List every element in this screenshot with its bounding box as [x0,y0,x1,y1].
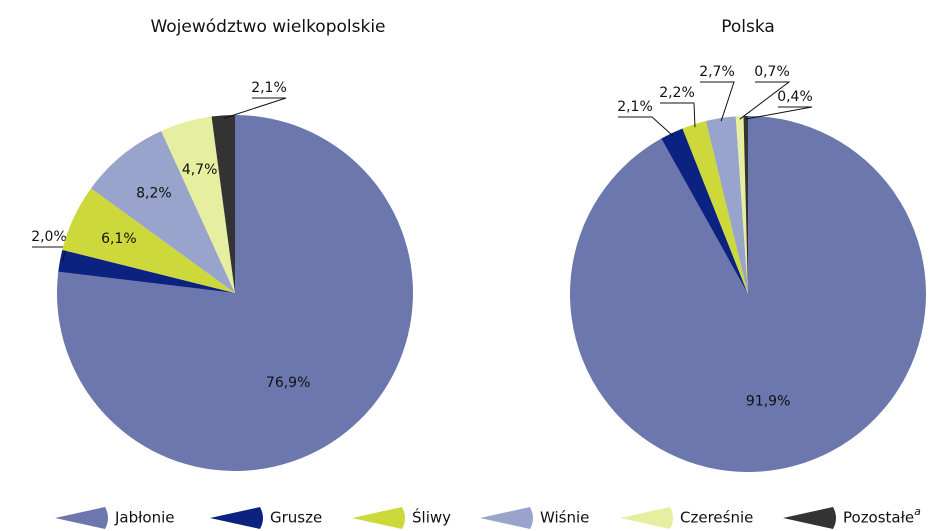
pie-slice [682,121,748,294]
data-label: 6,1% [101,231,137,247]
legend-swatch [783,507,836,529]
leader-line [739,81,791,120]
legend-label: Czereśnie [680,509,753,527]
legend-label: Jabłonie [114,509,174,527]
pie-slice [56,115,414,471]
data-label: 2,7% [699,64,735,80]
data-label: 76,9% [266,375,310,391]
legend-label: Pozostałea [843,505,921,527]
pie-slice [90,131,236,293]
legend-swatch [480,507,533,529]
data-label: 2,1% [251,80,287,96]
legend-swatch [352,507,405,529]
data-label: 4,7% [182,162,218,178]
data-label: 91,9% [746,394,790,410]
pie-slice [735,116,748,294]
legend-swatch [210,507,263,529]
pie-slice [62,188,235,293]
pie-slice [705,116,748,294]
data-label: 2,0% [31,229,67,245]
legend-label: Wiśnie [540,509,589,527]
data-label: 0,4% [777,89,813,105]
pie-slice [58,249,236,293]
chart-title: Polska [721,17,775,37]
legend-swatch [620,507,673,529]
data-label: 2,1% [617,99,653,115]
pie-slice [161,116,235,293]
leader-line [745,106,813,120]
leader-line [700,81,735,122]
pie-slice [661,128,748,294]
data-label: 2,2% [659,85,695,101]
pie-slice [211,115,235,293]
pie-slice [743,116,748,294]
footnote-marker: a [914,505,921,518]
chart-title: Województwo wielkopolskie [150,17,385,37]
legend-swatch [55,507,108,529]
legend-label: Śliwy [412,508,451,527]
data-label: 8,2% [136,186,172,202]
legend-label: Grusze [270,509,322,527]
data-label: 0,7% [754,64,790,80]
leader-line [223,97,287,119]
leader-line [618,116,674,137]
leader-line [660,102,696,128]
